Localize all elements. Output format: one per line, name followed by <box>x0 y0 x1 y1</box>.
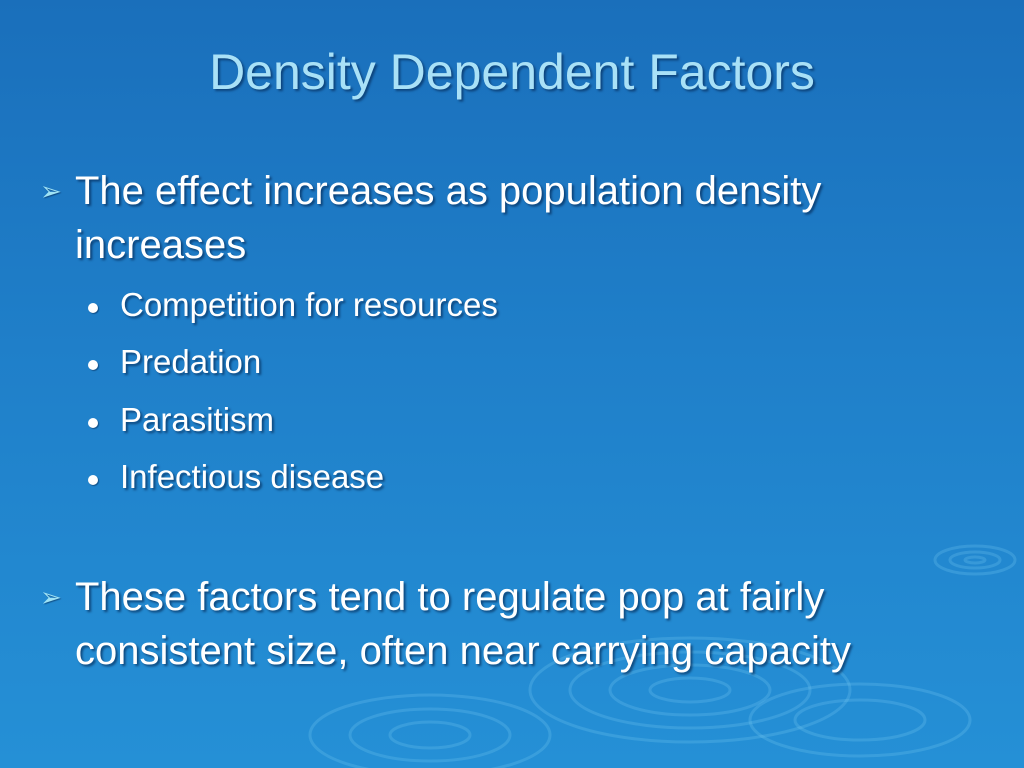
bullet-1-text: The effect increases as population densi… <box>75 169 822 267</box>
arrow-bullet-icon: ➢ <box>40 176 62 206</box>
dot-bullet-icon <box>88 360 98 370</box>
sub-bullet-4: Infectious disease <box>120 458 385 495</box>
bullet-2-text: These factors tend to regulate pop at fa… <box>75 575 851 673</box>
sub-bullet-1: Competition for resources <box>120 286 498 323</box>
slide-title: Density Dependent Factors <box>209 44 815 100</box>
dot-bullet-icon <box>88 303 98 313</box>
dot-bullet-icon <box>88 475 98 485</box>
sub-bullet-3: Parasitism <box>120 401 275 438</box>
arrow-bullet-icon: ➢ <box>40 582 62 612</box>
dot-bullet-icon <box>88 418 98 428</box>
sub-bullet-2: Predation <box>120 343 262 380</box>
